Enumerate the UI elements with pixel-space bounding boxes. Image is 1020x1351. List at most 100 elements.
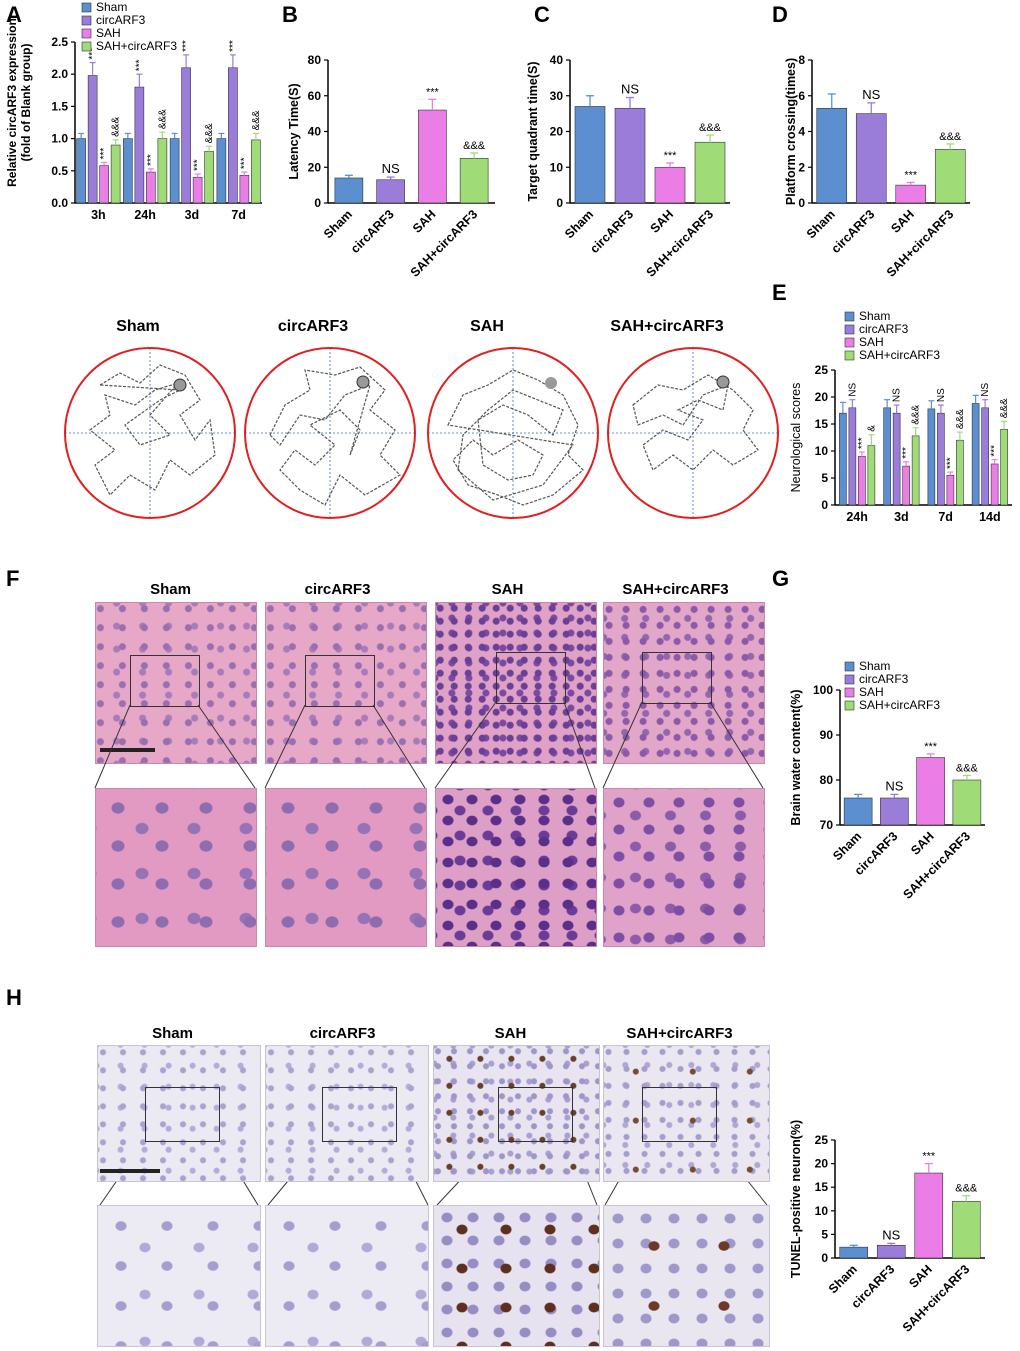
- chart-e-sig-label: ***: [945, 457, 956, 469]
- chart-e-xtick-label: 14d: [979, 510, 1001, 524]
- chart-a-sig-label: ***: [181, 40, 192, 52]
- chart-c-ytick-label: 40: [550, 53, 564, 67]
- chart-e-bar-sah-circarf3: [867, 445, 876, 506]
- chart-g-legend-label-sah: SAH: [859, 685, 884, 699]
- chart-a-legend-swatch-sham: [81, 2, 92, 13]
- chart-d-sig-label: &&&: [939, 131, 962, 143]
- he-image-circarf3: [265, 602, 427, 764]
- chart-g-bar-sah: [916, 757, 945, 826]
- he-roi-sah: [496, 652, 566, 704]
- chart-g: 70 80 90 100 Brain water content(%) Sham NS cir…: [789, 659, 985, 902]
- chart-h-ytick-label: 15: [815, 1180, 829, 1194]
- chart-h-sig-label: &&&: [955, 1183, 978, 1195]
- chart-e-sig-label: &&&: [955, 409, 966, 429]
- he-scale-bar: [100, 748, 155, 752]
- chart-g-bar-sham: [843, 797, 873, 826]
- chart-d-bar-sah-circarf3: [934, 149, 966, 204]
- chart-c-bar-circarf3: [614, 107, 646, 204]
- chart-g-legend-swatch-sah: [844, 687, 855, 698]
- chart-a-xtick-label: 7d: [231, 208, 246, 222]
- chart-e-bar-sah-circarf3: [1000, 429, 1008, 506]
- chart-a-sig-label: &&&: [157, 109, 168, 129]
- chart-g-ytick-label: 90: [820, 728, 834, 742]
- chart-b-ytick-label: 80: [308, 53, 322, 67]
- chart-a-sig-label: ***: [146, 154, 157, 166]
- he-title-sah: SAH: [491, 581, 524, 598]
- chart-e-legend-label-sah-circarf3: SAH+circARF3: [859, 348, 940, 362]
- chart-e-ytick-label: 5: [821, 471, 828, 485]
- chart-e-bar-sah-circarf3: [956, 439, 964, 506]
- chart-h-sig-label: NS: [882, 1227, 900, 1242]
- tunel-zoom-sah: [433, 1205, 600, 1347]
- chart-b-ytick-label: 40: [308, 125, 322, 139]
- maze-title-sah: SAH: [470, 318, 504, 335]
- chart-e-sig-label: ***: [990, 445, 1001, 457]
- chart-d-bar-sham: [816, 107, 848, 204]
- chart-h-bar-circarf3: [876, 1244, 906, 1259]
- tunel-image-sah: [433, 1045, 600, 1182]
- chart-c-sig-label: NS: [621, 82, 639, 97]
- chart-g-ytick-label: 100: [813, 683, 833, 697]
- panel-letter-a: A: [6, 2, 22, 27]
- chart-h-xtick-label: SAH: [906, 1262, 935, 1291]
- chart-g-xtick-label: SAH: [908, 829, 937, 858]
- chart-a-sig-label: ***: [228, 40, 239, 52]
- chart-c-bar-sham: [574, 106, 606, 204]
- chart-c-sig-label: ***: [664, 150, 678, 162]
- maze-title-sah-circarf3: SAH+circARF3: [610, 318, 724, 335]
- chart-a-ytick-label: 0.0: [51, 196, 68, 210]
- chart-e-bar-sham: [971, 403, 980, 506]
- maze-circles: [64, 347, 779, 519]
- chart-h-bar-sham: [839, 1246, 869, 1259]
- panel-letter-g: G: [772, 566, 790, 591]
- chart-b-ytick-label: 0: [314, 196, 321, 210]
- chart-b-ylabel: Latency Time(S): [287, 83, 301, 179]
- chart-g-legend-swatch-sah-circarf3: [844, 700, 855, 711]
- chart-e-ytick-label: 20: [815, 390, 829, 404]
- chart-e-sig-label: NS: [936, 388, 947, 402]
- chart-e-bar-sah: [990, 463, 999, 506]
- chart-a-xtick-label: 24h: [134, 208, 156, 222]
- chart-a-sig-label: &&&: [251, 110, 262, 130]
- chart-h-ytick-label: 20: [815, 1157, 829, 1171]
- chart-b-bar-sham: [334, 177, 364, 204]
- chart-e-legend-label-circarf3: circARF3: [859, 322, 909, 336]
- chart-g-sig-label: ***: [924, 741, 938, 753]
- tunel-scale-bar: [100, 1169, 160, 1173]
- panel-letter-h: H: [6, 985, 22, 1010]
- chart-d-bar-sah: [895, 184, 927, 204]
- chart-g-legend-swatch-circarf3: [844, 674, 855, 685]
- chart-e-bar-circarf3: [981, 407, 989, 506]
- chart-e-xtick-label: 7d: [938, 510, 953, 524]
- chart-h-ytick-label: 25: [815, 1133, 829, 1147]
- he-image-sah: [435, 602, 597, 764]
- chart-a-ytick-label: 0.5: [51, 164, 68, 178]
- chart-b-sig-label: NS: [382, 161, 400, 176]
- chart-h-ytick-label: 5: [821, 1227, 828, 1241]
- chart-e-bar-sham: [883, 407, 891, 506]
- chart-d-ytick-label: 4: [798, 125, 805, 139]
- chart-h-sig-label: ***: [922, 1151, 936, 1163]
- maze-title-circarf3: circARF3: [277, 318, 349, 335]
- chart-c-bar-sah: [654, 166, 686, 204]
- chart-d-ytick-label: 2: [798, 160, 805, 174]
- chart-a-ylabel-line1: Relative circARF3 expression: [5, 18, 19, 187]
- chart-a-legend-label-sah: SAH: [96, 26, 121, 40]
- chart-g-ylabel: Brain water content(%): [789, 689, 803, 825]
- chart-e-legend-label-sah: SAH: [859, 335, 884, 349]
- chart-g-ytick-label: 80: [820, 773, 834, 787]
- he-zoom-sah-circarf3: [603, 788, 765, 947]
- tunel-title-sah: SAH: [494, 1025, 527, 1042]
- he-zoom-sham: [95, 788, 257, 947]
- chart-g-bar-sah-circarf3: [952, 779, 982, 826]
- chart-d-xtick-label: SAH+circARF3: [884, 207, 957, 280]
- chart-a-sig-label: &&&: [111, 117, 122, 137]
- chart-a-sig-label: ***: [99, 148, 110, 160]
- chart-e-xtick-label: 24h: [846, 510, 868, 524]
- chart-e-sig-label: NS: [892, 388, 903, 402]
- chart-d-ytick-label: 6: [798, 89, 805, 103]
- chart-e-sig-label: &&&: [999, 398, 1010, 418]
- chart-e-ytick-label: 15: [815, 417, 829, 431]
- chart-e-legend-label-sham: Sham: [859, 309, 890, 323]
